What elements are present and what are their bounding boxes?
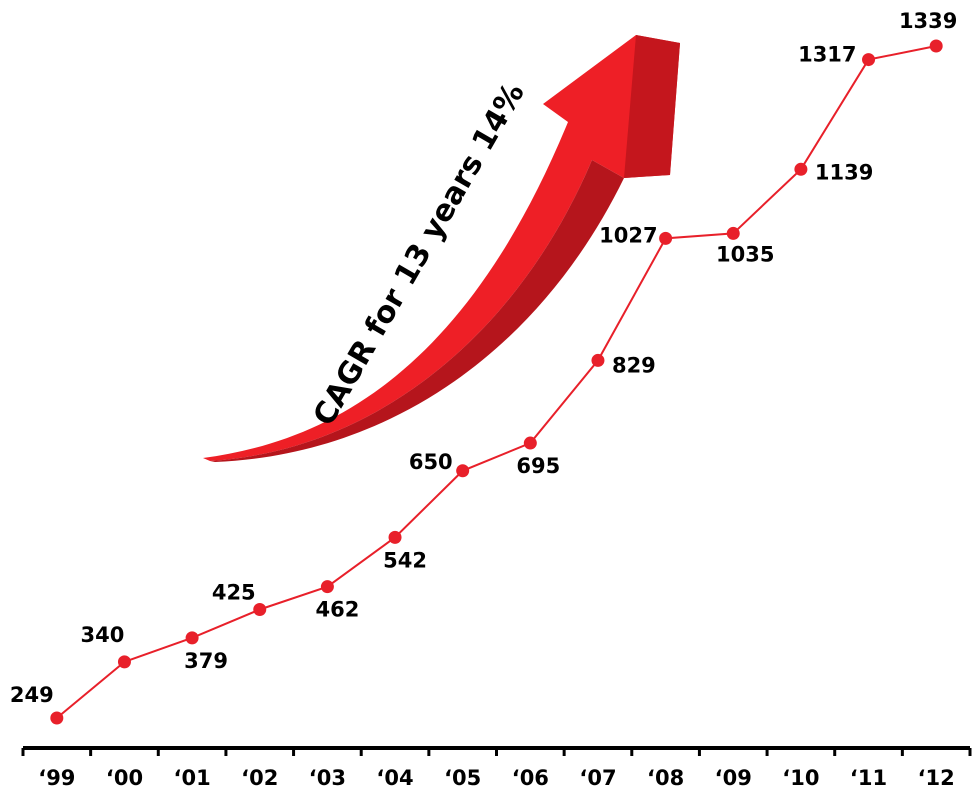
value-label: 340 [81, 623, 125, 647]
x-tick-label: ‘07 [579, 766, 616, 790]
data-point [591, 353, 605, 367]
value-label: 829 [612, 353, 656, 377]
line [56, 45, 937, 719]
x-tick-label: ‘01 [174, 766, 211, 790]
data-point [320, 580, 334, 594]
data-point [456, 464, 470, 478]
data-point [726, 226, 740, 240]
growth-arrow [203, 35, 680, 462]
x-tick-label: ‘02 [241, 766, 278, 790]
x-tick-label: ‘09 [715, 766, 752, 790]
data-point [862, 53, 876, 67]
x-tick-label: ‘04 [376, 766, 413, 790]
data-point [929, 39, 943, 53]
value-label: 1035 [716, 242, 774, 266]
x-tick-label: ‘06 [512, 766, 549, 790]
data-point [794, 162, 808, 176]
data-point [659, 231, 673, 245]
value-label: 1317 [798, 43, 856, 67]
value-label: 695 [516, 454, 560, 478]
x-tick-label: ‘03 [309, 766, 346, 790]
value-label: 425 [212, 580, 256, 604]
x-tick-label: ‘08 [647, 766, 684, 790]
value-label: 462 [315, 598, 359, 622]
value-label: 542 [383, 548, 427, 572]
x-tick-label: ‘11 [850, 766, 887, 790]
value-label: 1139 [815, 160, 873, 184]
data-point [117, 655, 131, 669]
data-point [50, 711, 64, 725]
data-point [388, 530, 402, 544]
value-label: 379 [184, 649, 228, 673]
value-label: 249 [10, 683, 54, 707]
value-label: 1027 [599, 223, 657, 247]
data-point [185, 631, 199, 645]
x-tick-label: ‘12 [918, 766, 955, 790]
x-tick-label: ‘05 [444, 766, 481, 790]
x-tick-label: ‘00 [106, 766, 143, 790]
value-label: 650 [409, 450, 453, 474]
value-label: 1339 [899, 9, 957, 33]
data-point [253, 602, 267, 616]
x-tick-label: ‘99 [38, 766, 75, 790]
data-point [523, 436, 537, 450]
x-tick-label: ‘10 [782, 766, 819, 790]
